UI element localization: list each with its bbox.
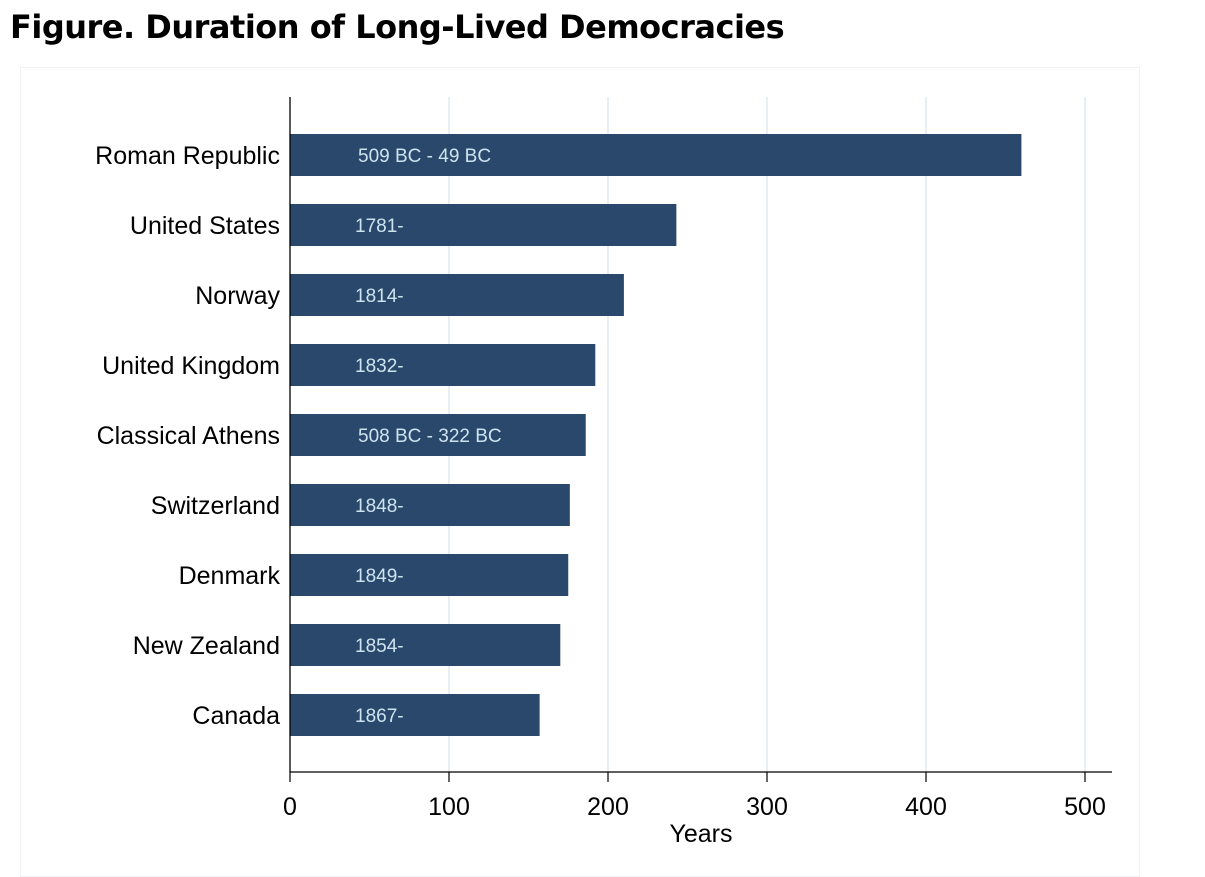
x-tick-label: 200 (587, 793, 629, 821)
bar (290, 694, 540, 736)
bar (290, 274, 624, 316)
x-tick-label: 400 (905, 793, 947, 821)
x-tick-label: 500 (1064, 793, 1106, 821)
category-label: Classical Athens (97, 422, 280, 450)
bar (290, 554, 569, 596)
bar-label: 1849- (355, 566, 404, 587)
x-tick-label: 300 (746, 793, 788, 821)
category-label: Roman Republic (95, 142, 280, 170)
category-label: United States (130, 212, 280, 240)
bar (290, 414, 586, 456)
bar-label: 1854- (355, 636, 404, 657)
bar-label: 1832- (355, 356, 404, 377)
bar (290, 484, 570, 526)
bar-label: 1814- (355, 286, 404, 307)
x-axis-title: Years (669, 820, 732, 848)
x-tick-label: 100 (428, 793, 470, 821)
bar (290, 624, 561, 666)
category-label: Switzerland (151, 492, 280, 520)
category-label: United Kingdom (102, 352, 280, 380)
bar-label: 1781- (355, 216, 404, 237)
x-tick-label: 0 (283, 793, 297, 821)
category-label: Denmark (179, 562, 281, 590)
bar (290, 134, 1022, 176)
bar (290, 204, 677, 246)
bar-label: 508 BC - 322 BC (358, 426, 502, 447)
bar-label: 509 BC - 49 BC (358, 146, 491, 167)
bar-label: 1848- (355, 496, 404, 517)
category-label: Norway (195, 282, 280, 310)
chart-title: Figure. Duration of Long-Lived Democraci… (10, 8, 785, 46)
bar-label: 1867- (355, 706, 404, 727)
category-label: New Zealand (133, 632, 280, 660)
bar (290, 344, 596, 386)
category-label: Canada (192, 702, 280, 730)
